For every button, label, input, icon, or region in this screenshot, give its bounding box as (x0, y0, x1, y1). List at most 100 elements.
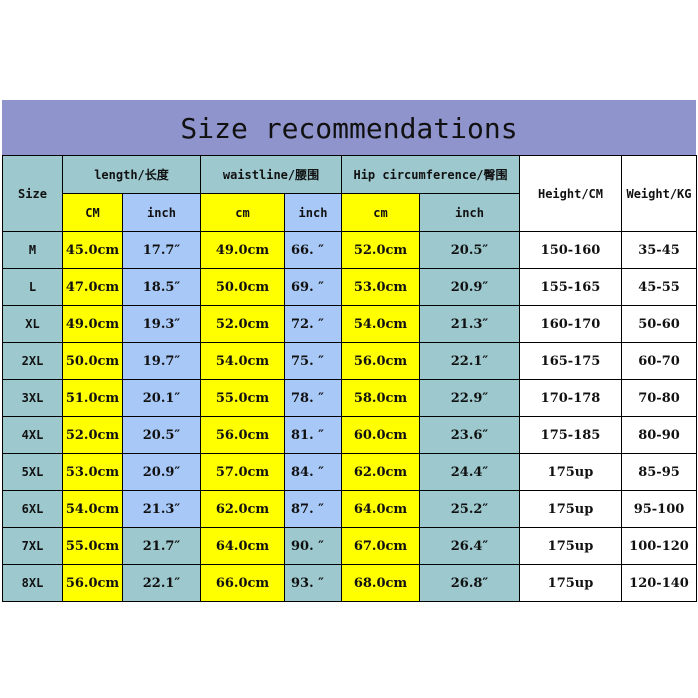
table-row: 4XL 52.0cm 20.5″ 56.0cm 81. ″ 60.0cm 23.6″ 175-… (2, 416, 697, 454)
cell-size: 8XL (2, 564, 63, 602)
cell-waist-in: 72. ″ (284, 305, 342, 343)
cell-hip-cm: 56.0cm (341, 342, 420, 380)
cell-waist-in: 90. ″ (284, 527, 342, 565)
size-table: Size length/长度 waistline/腰围 Hip circumfe… (2, 155, 697, 602)
cell-height: 175-185 (519, 416, 622, 454)
cell-hip-cm: 53.0cm (341, 268, 420, 306)
cell-height: 175up (519, 564, 622, 602)
cell-waist-cm: 52.0cm (200, 305, 285, 343)
cell-height: 150-160 (519, 231, 622, 269)
cell-len-in: 19.7″ (122, 342, 201, 380)
cell-size: 2XL (2, 342, 63, 380)
cell-hip-in: 22.1″ (419, 342, 520, 380)
cell-weight: 45-55 (621, 268, 697, 306)
cell-weight: 85-95 (621, 453, 697, 491)
table-row: 7XL 55.0cm 21.7″ 64.0cm 90. ″ 67.0cm 26.4″ 175u… (2, 527, 697, 565)
cell-size: XL (2, 305, 63, 343)
cell-len-cm: 56.0cm (62, 564, 123, 602)
cell-waist-in: 84. ″ (284, 453, 342, 491)
cell-hip-in: 26.8″ (419, 564, 520, 602)
cell-height: 175up (519, 453, 622, 491)
cell-len-in: 21.3″ (122, 490, 201, 528)
cell-waist-in: 81. ″ (284, 416, 342, 454)
cell-weight: 120-140 (621, 564, 697, 602)
cell-waist-in: 87. ″ (284, 490, 342, 528)
cell-len-cm: 52.0cm (62, 416, 123, 454)
table-row: 8XL 56.0cm 22.1″ 66.0cm 93. ″ 68.0cm 26.8″ 175u… (2, 564, 697, 602)
header-hip: Hip circumference/臀围 (341, 155, 520, 194)
cell-hip-cm: 52.0cm (341, 231, 420, 269)
table-row: 2XL 50.0cm 19.7″ 54.0cm 75. ″ 56.0cm 22.1″ 165-… (2, 342, 697, 380)
cell-hip-cm: 60.0cm (341, 416, 420, 454)
cell-waist-cm: 49.0cm (200, 231, 285, 269)
cell-size: 6XL (2, 490, 63, 528)
chart-title: Size recommendations (2, 100, 696, 156)
table-row: 3XL 51.0cm 20.1″ 55.0cm 78. ″ 58.0cm 22.9″ 170-… (2, 379, 697, 417)
cell-waist-cm: 50.0cm (200, 268, 285, 306)
cell-waist-in: 75. ″ (284, 342, 342, 380)
cell-len-cm: 49.0cm (62, 305, 123, 343)
cell-len-in: 17.7″ (122, 231, 201, 269)
cell-len-in: 20.9″ (122, 453, 201, 491)
cell-len-in: 18.5″ (122, 268, 201, 306)
cell-waist-in: 66. ″ (284, 231, 342, 269)
cell-height: 165-175 (519, 342, 622, 380)
cell-len-cm: 55.0cm (62, 527, 123, 565)
cell-weight: 60-70 (621, 342, 697, 380)
table-row: L 47.0cm 18.5″ 50.0cm 69. ″ 53.0cm 20.9″ 155-16… (2, 268, 697, 306)
cell-size: 7XL (2, 527, 63, 565)
cell-size: 5XL (2, 453, 63, 491)
header-waist-inch: inch (284, 193, 342, 232)
header-waist: waistline/腰围 (200, 155, 342, 194)
cell-weight: 95-100 (621, 490, 697, 528)
cell-weight: 80-90 (621, 416, 697, 454)
cell-len-cm: 47.0cm (62, 268, 123, 306)
cell-size: 4XL (2, 416, 63, 454)
cell-len-in: 20.5″ (122, 416, 201, 454)
header-size: Size (2, 155, 63, 232)
cell-len-in: 21.7″ (122, 527, 201, 565)
cell-size: L (2, 268, 63, 306)
header-hip-cm: cm (341, 193, 420, 232)
table-row: M 45.0cm 17.7″ 49.0cm 66. ″ 52.0cm 20.5″ 150-16… (2, 231, 697, 269)
cell-size: 3XL (2, 379, 63, 417)
cell-len-cm: 51.0cm (62, 379, 123, 417)
cell-hip-in: 20.9″ (419, 268, 520, 306)
cell-size: M (2, 231, 63, 269)
cell-height: 155-165 (519, 268, 622, 306)
cell-hip-in: 26.4″ (419, 527, 520, 565)
cell-waist-in: 69. ″ (284, 268, 342, 306)
cell-waist-cm: 56.0cm (200, 416, 285, 454)
cell-hip-in: 25.2″ (419, 490, 520, 528)
table-row: 5XL 53.0cm 20.9″ 57.0cm 84. ″ 62.0cm 24.4″ 175u… (2, 453, 697, 491)
cell-hip-cm: 62.0cm (341, 453, 420, 491)
cell-hip-in: 21.3″ (419, 305, 520, 343)
header-length: length/长度 (62, 155, 201, 194)
cell-waist-in: 93. ″ (284, 564, 342, 602)
cell-len-cm: 53.0cm (62, 453, 123, 491)
table-row: 6XL 54.0cm 21.3″ 62.0cm 87. ″ 64.0cm 25.2″ 175u… (2, 490, 697, 528)
header-height: Height/CM (519, 155, 622, 232)
cell-hip-cm: 68.0cm (341, 564, 420, 602)
cell-waist-cm: 62.0cm (200, 490, 285, 528)
cell-height: 160-170 (519, 305, 622, 343)
cell-len-in: 22.1″ (122, 564, 201, 602)
cell-hip-in: 22.9″ (419, 379, 520, 417)
cell-weight: 70-80 (621, 379, 697, 417)
cell-waist-cm: 55.0cm (200, 379, 285, 417)
table-row: XL 49.0cm 19.3″ 52.0cm 72. ″ 54.0cm 21.3″ 160-1… (2, 305, 697, 343)
cell-hip-cm: 67.0cm (341, 527, 420, 565)
cell-height: 175up (519, 527, 622, 565)
cell-len-cm: 50.0cm (62, 342, 123, 380)
cell-hip-cm: 54.0cm (341, 305, 420, 343)
cell-len-cm: 45.0cm (62, 231, 123, 269)
cell-len-in: 19.3″ (122, 305, 201, 343)
header-length-cm: CM (62, 193, 123, 232)
cell-waist-cm: 64.0cm (200, 527, 285, 565)
cell-waist-cm: 54.0cm (200, 342, 285, 380)
cell-len-cm: 54.0cm (62, 490, 123, 528)
cell-hip-in: 24.4″ (419, 453, 520, 491)
cell-height: 170-178 (519, 379, 622, 417)
header-hip-inch: inch (419, 193, 520, 232)
cell-hip-in: 20.5″ (419, 231, 520, 269)
